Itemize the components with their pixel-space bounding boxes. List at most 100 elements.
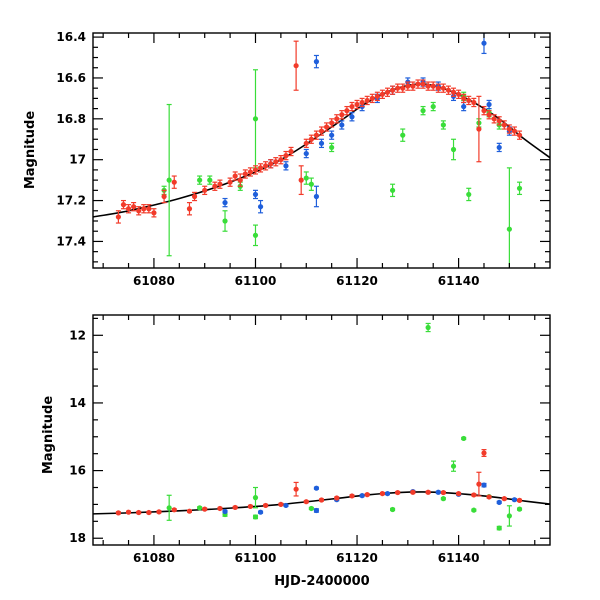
bottom-blue-point xyxy=(384,490,391,497)
top-red-point xyxy=(374,91,380,102)
top-red-point xyxy=(435,83,441,93)
top-red-point xyxy=(349,101,355,112)
bottom-green-point xyxy=(471,507,477,513)
bottom-red-point xyxy=(136,509,142,516)
top-blue-marker xyxy=(496,144,502,151)
bottom-red-marker xyxy=(171,507,177,513)
bottom-plot-area: 61080 61100 61120 61140 12 14 16 18 xyxy=(69,314,551,565)
bottom-red-point xyxy=(171,507,177,513)
top-red-marker xyxy=(293,63,299,69)
top-red-point xyxy=(151,208,157,218)
top-red-point xyxy=(405,81,411,91)
top-red-point xyxy=(496,116,502,126)
bottom-green-point xyxy=(450,460,457,472)
top-green-marker xyxy=(440,122,446,128)
top-blue-marker xyxy=(318,140,325,146)
bottom-red-point xyxy=(125,509,132,515)
bottom-y-tick-label: 12 xyxy=(69,328,86,342)
bottom-red-point xyxy=(425,489,431,495)
bottom-y-axis-label: Magnitude xyxy=(41,396,56,475)
top-blue-point xyxy=(496,142,502,153)
bottom-red-point xyxy=(516,497,523,503)
top-red-marker xyxy=(161,193,167,200)
top-green-marker xyxy=(222,218,228,224)
top-blue-marker xyxy=(349,114,355,120)
top-red-point xyxy=(141,204,147,214)
top-red-point xyxy=(273,157,279,167)
top-green-point xyxy=(466,187,472,202)
bottom-red-point xyxy=(334,495,340,501)
top-red-point xyxy=(120,199,127,210)
top-blue-marker xyxy=(461,103,467,110)
bottom-blue-marker xyxy=(313,507,320,514)
top-blue-marker xyxy=(252,191,259,198)
bottom-red-marker xyxy=(395,489,401,496)
top-red-point xyxy=(329,118,335,128)
top-y-axis-label: Magnitude xyxy=(23,111,38,190)
top-red-point xyxy=(516,130,523,140)
bottom-green-marker xyxy=(389,506,396,513)
bottom-red-marker xyxy=(349,493,355,499)
top-red-point xyxy=(268,159,274,169)
top-blue-marker xyxy=(283,163,289,169)
bottom-blue-marker xyxy=(481,482,487,488)
top-red-marker xyxy=(141,206,147,212)
bottom-x-tick-label: 61120 xyxy=(336,551,378,565)
top-red-marker xyxy=(171,179,177,185)
top-red-marker xyxy=(237,177,243,183)
top-red-marker xyxy=(369,95,375,101)
top-red-marker xyxy=(131,204,137,210)
top-series-red xyxy=(115,40,523,224)
top-red-point xyxy=(384,87,391,97)
bottom-red-marker xyxy=(471,492,477,498)
bottom-green-point xyxy=(252,514,259,520)
top-red-point xyxy=(395,83,401,93)
bottom-green-marker xyxy=(166,505,172,511)
top-red-point xyxy=(501,120,507,130)
top-green-point xyxy=(252,69,259,169)
top-red-marker xyxy=(115,214,121,220)
top-red-point xyxy=(506,124,512,134)
top-red-marker xyxy=(263,163,269,169)
bottom-red-marker xyxy=(364,492,370,498)
top-red-point xyxy=(191,191,198,202)
top-plot-area: 61080 61100 61120 61140 16.4 16.6 16.8 17 17.2 17… xyxy=(56,30,551,288)
bottom-red-marker xyxy=(481,450,487,456)
top-red-point xyxy=(263,161,269,171)
top-red-marker xyxy=(481,108,487,114)
top-red-marker xyxy=(339,112,345,118)
top-red-point xyxy=(136,206,142,216)
bottom-red-point xyxy=(364,492,370,498)
top-red-point xyxy=(125,204,132,214)
top-red-marker xyxy=(151,210,157,216)
top-red-marker xyxy=(247,169,254,175)
top-red-point xyxy=(486,110,492,120)
top-red-point xyxy=(450,87,457,97)
top-green-point xyxy=(166,103,172,257)
top-red-point xyxy=(232,171,238,181)
bottom-red-marker xyxy=(318,497,325,503)
top-red-point xyxy=(186,202,193,216)
bottom-blue-marker xyxy=(283,502,289,509)
top-red-marker xyxy=(384,89,391,95)
top-red-point xyxy=(278,155,284,165)
top-red-marker xyxy=(278,157,284,163)
top-green-marker xyxy=(420,108,426,114)
top-red-marker xyxy=(501,122,507,128)
bottom-red-marker xyxy=(263,502,269,509)
bottom-green-marker xyxy=(252,495,259,501)
bottom-red-marker xyxy=(334,495,340,501)
bottom-blue-point xyxy=(435,489,441,495)
bottom-blue-point xyxy=(222,508,228,515)
bottom-green-point xyxy=(496,525,502,531)
bottom-blue-point xyxy=(313,485,320,491)
top-blue-marker xyxy=(303,150,309,157)
top-red-point xyxy=(466,95,472,106)
bottom-y-tick-label: 18 xyxy=(69,531,86,545)
top-red-marker xyxy=(349,103,355,110)
top-red-marker xyxy=(486,112,492,118)
top-red-marker xyxy=(252,167,259,173)
bottom-blue-marker xyxy=(222,508,228,515)
top-red-point xyxy=(161,189,167,204)
top-green-marker xyxy=(252,232,259,238)
